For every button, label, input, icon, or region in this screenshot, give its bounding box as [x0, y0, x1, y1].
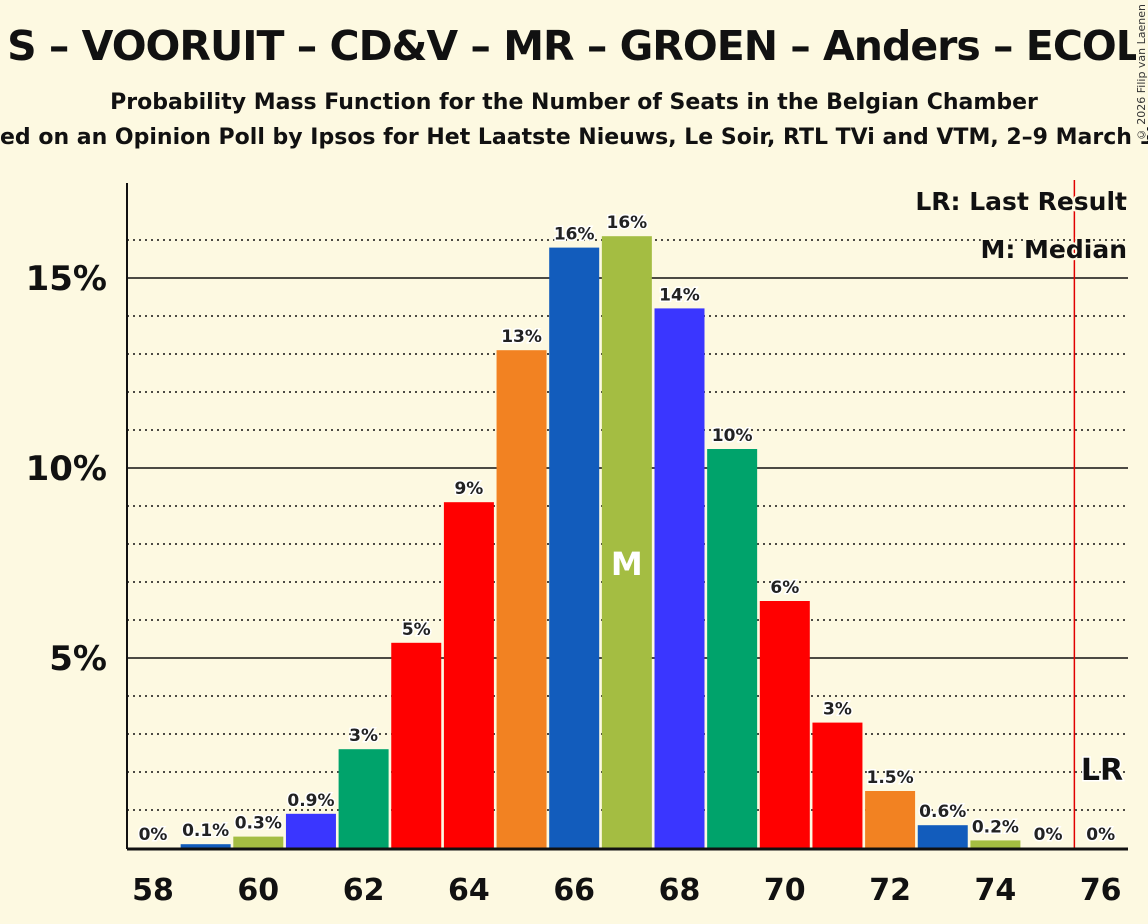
chart-title: S – VOORUIT – CD&V – MR – GROEN – Anders… — [7, 22, 1142, 70]
bar-seat-67 — [601, 236, 652, 848]
bar-label: 5% — [402, 620, 431, 640]
bar-seat-74 — [970, 840, 1021, 848]
chart-subtitle: Probability Mass Function for the Number… — [110, 90, 1038, 115]
bar-seat-72 — [865, 791, 916, 848]
bar-seat-65 — [496, 350, 547, 848]
bar-label: 0.6% — [919, 802, 966, 822]
bar-seat-62 — [338, 749, 389, 848]
bar-label: 13% — [501, 327, 542, 347]
median-marker: M — [611, 545, 643, 583]
bar-label: 0.1% — [182, 821, 229, 841]
bar-label: 0.9% — [287, 791, 334, 811]
bar-label: 6% — [770, 578, 799, 598]
y-tick-label: 5% — [49, 639, 107, 679]
x-tick-label: 58 — [132, 873, 174, 908]
chart-source: ed on an Opinion Poll by Ipsos for Het L… — [0, 125, 1148, 150]
bar-seat-66 — [549, 247, 600, 849]
bar-label: 0% — [1086, 825, 1115, 845]
last-result-marker: LR — [1081, 753, 1123, 788]
bar-seat-73 — [917, 825, 968, 848]
x-tick-label: 74 — [975, 873, 1017, 908]
bar-label: 3% — [349, 726, 378, 746]
x-tick-label: 64 — [448, 873, 490, 908]
bar-label: 16% — [554, 225, 595, 245]
bar-label: 14% — [659, 285, 700, 305]
bar-label: 16% — [606, 213, 647, 233]
x-tick-label: 70 — [764, 873, 806, 908]
bar-label: 10% — [712, 426, 753, 446]
bar-seat-60 — [233, 836, 284, 848]
bar-label: 1.5% — [867, 768, 914, 788]
y-tick-label: 15% — [26, 259, 107, 299]
bar-label: 9% — [454, 479, 483, 499]
bar-seat-70 — [759, 601, 810, 848]
bar-label: 0% — [139, 825, 168, 845]
x-tick-label: 68 — [659, 873, 701, 908]
legend-entry: M: Median — [980, 235, 1127, 264]
bar-label: 0.2% — [972, 817, 1019, 837]
bar-seat-64 — [443, 502, 494, 848]
bar-seat-59 — [180, 844, 231, 848]
x-tick-label: 60 — [237, 873, 279, 908]
copyright: © 2026 Filip van Laenen — [1135, 4, 1148, 142]
x-tick-label: 76 — [1080, 873, 1122, 908]
bar-seat-68 — [654, 308, 705, 848]
x-tick-label: 66 — [553, 873, 595, 908]
bar-seat-63 — [391, 642, 442, 848]
bar-seat-71 — [812, 722, 863, 848]
x-tick-label: 72 — [869, 873, 911, 908]
y-tick-label: 10% — [26, 449, 107, 489]
bar-label: 0% — [1034, 825, 1063, 845]
x-tick-label: 62 — [343, 873, 385, 908]
bar-label: 0.3% — [235, 814, 282, 834]
bar-seat-69 — [707, 449, 758, 848]
legend-entry: LR: Last Result — [915, 187, 1127, 216]
bar-seat-61 — [285, 813, 336, 848]
bar-label: 3% — [823, 700, 852, 720]
